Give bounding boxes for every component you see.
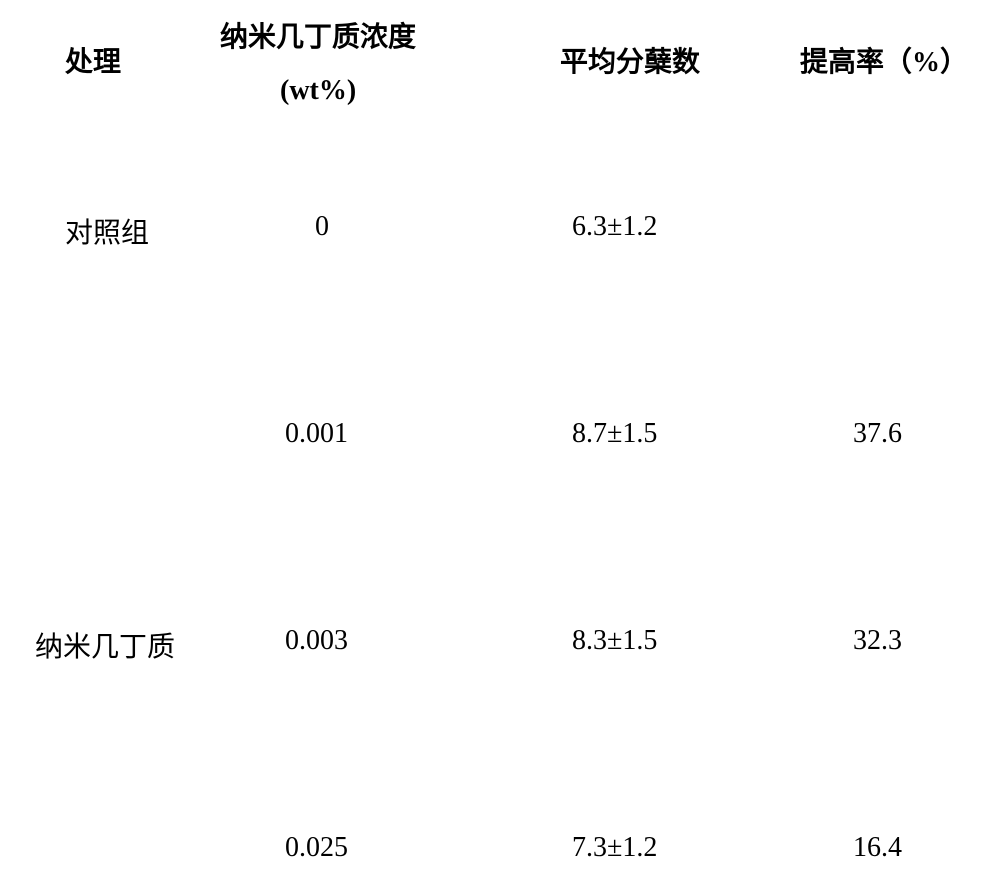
- col-header-rate: 提高率（%）: [800, 40, 968, 80]
- cell-concentration: 0.001: [285, 418, 348, 450]
- cell-rate: 37.6: [853, 418, 902, 450]
- col-header-treatment: 处理: [65, 40, 121, 80]
- cell-tillers: 8.3±1.5: [572, 625, 657, 657]
- col-header-concentration: 纳米几丁质浓度: [220, 15, 416, 55]
- cell-rate: 32.3: [853, 625, 902, 657]
- cell-treatment: 对照组: [65, 211, 149, 251]
- cell-concentration: 0.003: [285, 625, 348, 657]
- cell-rate: 16.4: [853, 832, 902, 864]
- cell-tillers: 6.3±1.2: [572, 211, 657, 243]
- col-header-concentration-sub: (wt%): [280, 75, 356, 107]
- cell-treatment: 纳米几丁质: [35, 625, 175, 665]
- cell-tillers: 7.3±1.2: [572, 832, 657, 864]
- cell-tillers: 8.7±1.5: [572, 418, 657, 450]
- col-header-tillers: 平均分蘖数: [560, 40, 700, 80]
- cell-concentration: 0.025: [285, 832, 348, 864]
- cell-concentration: 0: [315, 211, 329, 243]
- data-table: 处理 纳米几丁质浓度 (wt%) 平均分蘖数 提高率（%） 对照组 0 6.3±…: [0, 0, 1000, 896]
